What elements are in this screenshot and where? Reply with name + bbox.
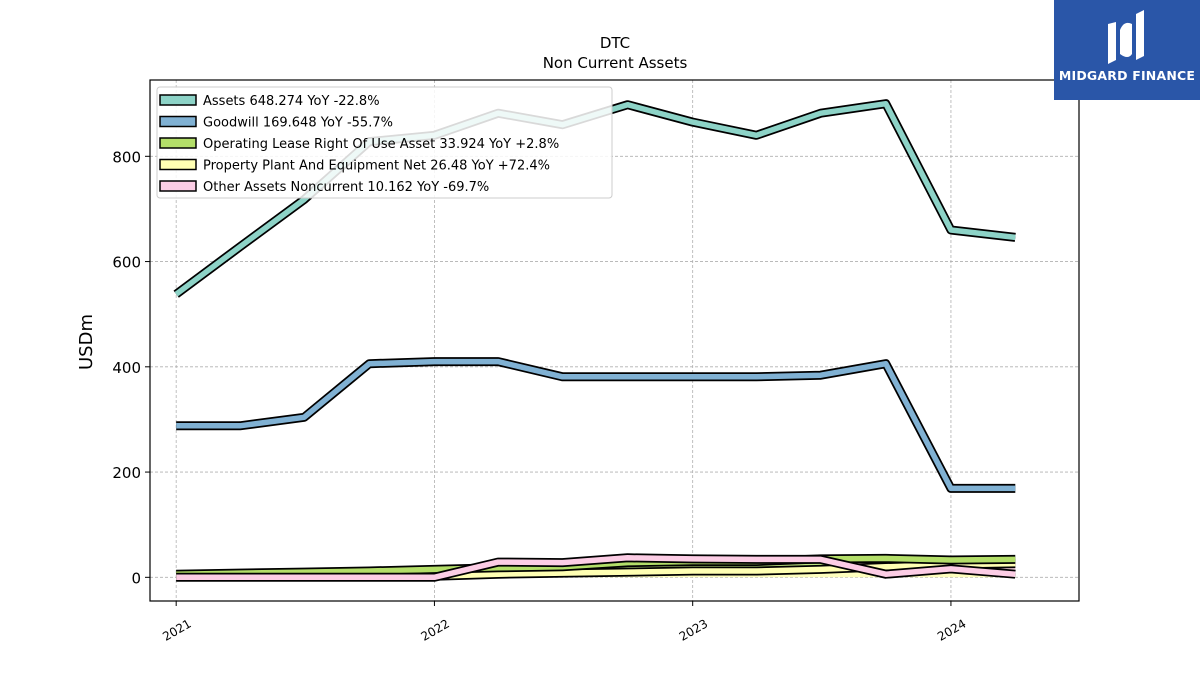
legend: Assets 648.274 YoY -22.8% Goodwill 169.64…	[156, 86, 613, 199]
y-tick-label: 200	[112, 464, 141, 482]
legend-label: Operating Lease Right Of Use Asset 33.92…	[203, 137, 559, 152]
y-tick-label: 400	[112, 359, 141, 377]
y-tick-label: 600	[112, 254, 141, 272]
legend-label: Goodwill 169.648 YoY -55.7%	[203, 116, 393, 131]
brand-name: MIDGARD FINANCE	[1058, 68, 1196, 83]
legend-swatch	[159, 94, 197, 106]
legend-label: Assets 648.274 YoY -22.8%	[203, 94, 380, 109]
legend-label: Other Assets Noncurrent 10.162 YoY -69.7…	[203, 180, 489, 195]
midgard-logo-icon	[1108, 10, 1144, 64]
x-tick-label: 2023	[677, 616, 710, 643]
y-axis-label: USDm	[76, 314, 97, 370]
x-tick-label: 2024	[935, 616, 968, 643]
x-tick-label: 2021	[160, 616, 193, 643]
legend-swatch	[159, 158, 197, 171]
x-tick-label: 2022	[418, 616, 451, 643]
plot-frame	[149, 79, 1080, 602]
y-tick-label: 0	[131, 569, 141, 587]
chart-title: DTC	[600, 34, 630, 52]
legend-swatch	[159, 180, 197, 192]
legend-swatch	[159, 137, 197, 149]
chart-subtitle: Non Current Assets	[543, 54, 688, 72]
legend-box	[156, 86, 613, 199]
series-line-outline	[176, 357, 1016, 493]
brand-logo: MIDGARD FINANCE	[1054, 0, 1200, 100]
y-tick-label: 800	[112, 148, 141, 166]
series-line	[176, 358, 1016, 492]
legend-swatch	[159, 115, 197, 128]
legend-label: Property Plant And Equipment Net 26.48 Y…	[203, 159, 550, 174]
series-line	[176, 555, 1016, 581]
